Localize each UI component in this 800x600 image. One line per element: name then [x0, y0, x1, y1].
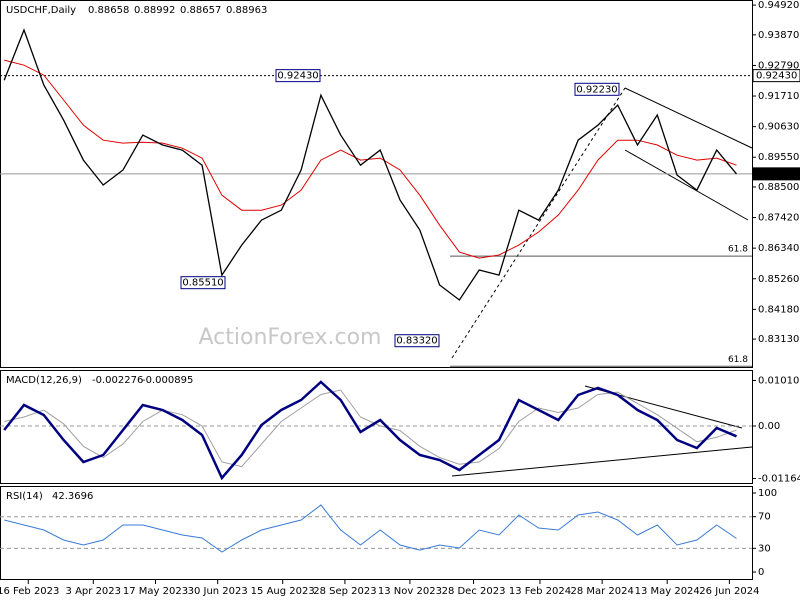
annotation-label: 0.83320	[396, 336, 437, 347]
annotation-box	[180, 276, 226, 290]
y-tick-label: 0.87420	[758, 213, 799, 224]
y-tick-label: 0.91710	[758, 91, 799, 102]
watermark: ActionForex.com	[199, 325, 382, 350]
x-tick-label: 3 Apr 2023	[66, 586, 121, 597]
y-tick-label: 0.93870	[758, 30, 799, 41]
rsi-readout: 42.3696	[52, 491, 93, 502]
fib-label: 61.8	[728, 355, 748, 365]
y-tick-label: -0.011645	[758, 473, 800, 484]
price-label-box	[752, 69, 800, 83]
x-tick-label: 16 Feb 2023	[0, 586, 59, 597]
ohlc-high: 0.88992	[134, 5, 175, 16]
y-tick-label: 0.00	[758, 421, 780, 432]
symbol-title: USDCHF,Daily	[6, 5, 76, 16]
y-tick-label: 0.84180	[758, 304, 799, 315]
series-line	[3, 28, 737, 301]
series-line	[4, 59, 737, 259]
y-tick-label: 0.88500	[758, 182, 799, 193]
rsi-panel	[0, 486, 753, 580]
y-tick-label: 0.89550	[758, 152, 799, 163]
series-line	[3, 380, 737, 481]
x-tick-label: 28 Mar 2024	[570, 586, 633, 597]
macd-readout: -0.002276	[92, 375, 143, 386]
price-label: 0.88963	[756, 169, 797, 180]
price-panel	[0, 0, 753, 368]
y-tick-label: 0.010101	[758, 375, 800, 386]
annotation-box	[394, 334, 440, 348]
x-tick-label: 15 Aug 2023	[251, 586, 315, 597]
channel-line	[624, 87, 753, 149]
x-tick-label: 13 Feb 2024	[509, 586, 571, 597]
y-tick-label: 0	[758, 567, 764, 578]
ohlc-low: 0.88657	[180, 5, 221, 16]
annotation-label: 0.92430	[277, 71, 318, 82]
y-tick-label: 100	[758, 488, 777, 499]
y-tick-label: 30	[758, 543, 771, 554]
series-line	[4, 504, 737, 553]
header: USDCHF,Daily 0.88658 0.88992 0.88657 0.8…	[6, 5, 267, 502]
fib-label: 61.8	[728, 245, 748, 255]
annotation-box	[574, 82, 620, 96]
macd-trend-line	[451, 446, 753, 477]
macd-panel	[0, 370, 753, 484]
y-tick-label: 0.85260	[758, 274, 799, 285]
x-tick-label: 17 May 2023	[123, 586, 188, 597]
macd-title: MACD(12,26,9)	[6, 375, 82, 386]
price-label-box	[752, 167, 800, 181]
x-tick-label: 13 Nov 2023	[378, 586, 442, 597]
annotation-label: 0.92230	[576, 84, 617, 95]
rsi-title: RSI(14)	[6, 491, 43, 502]
channel-line	[624, 149, 749, 221]
y-tick-label: 0.94920	[758, 0, 799, 11]
annotation-label: 0.85510	[182, 278, 223, 289]
x-tick-label: 13 May 2024	[635, 586, 700, 597]
y-tick-label: 0.90630	[758, 122, 799, 133]
annotation-box	[275, 69, 321, 83]
y-tick-label: 0.86340	[758, 243, 799, 254]
x-tick-label: 26 Jun 2024	[699, 586, 759, 597]
macd-readout: -0.000895	[142, 375, 193, 386]
x-tick-label: 28 Dec 2023	[442, 586, 506, 597]
ohlc-open: 0.88658	[88, 5, 129, 16]
x-tick-label: 30 Jun 2023	[188, 586, 248, 597]
y-tick-label: 0.92790	[758, 60, 799, 71]
x-tick-label: 28 Sep 2023	[313, 586, 376, 597]
ohlc-close: 0.88963	[226, 5, 267, 16]
y-tick-label: 0.83130	[758, 334, 799, 345]
y-tick-label: 70	[758, 512, 771, 523]
price-label: 0.92430	[756, 71, 797, 82]
